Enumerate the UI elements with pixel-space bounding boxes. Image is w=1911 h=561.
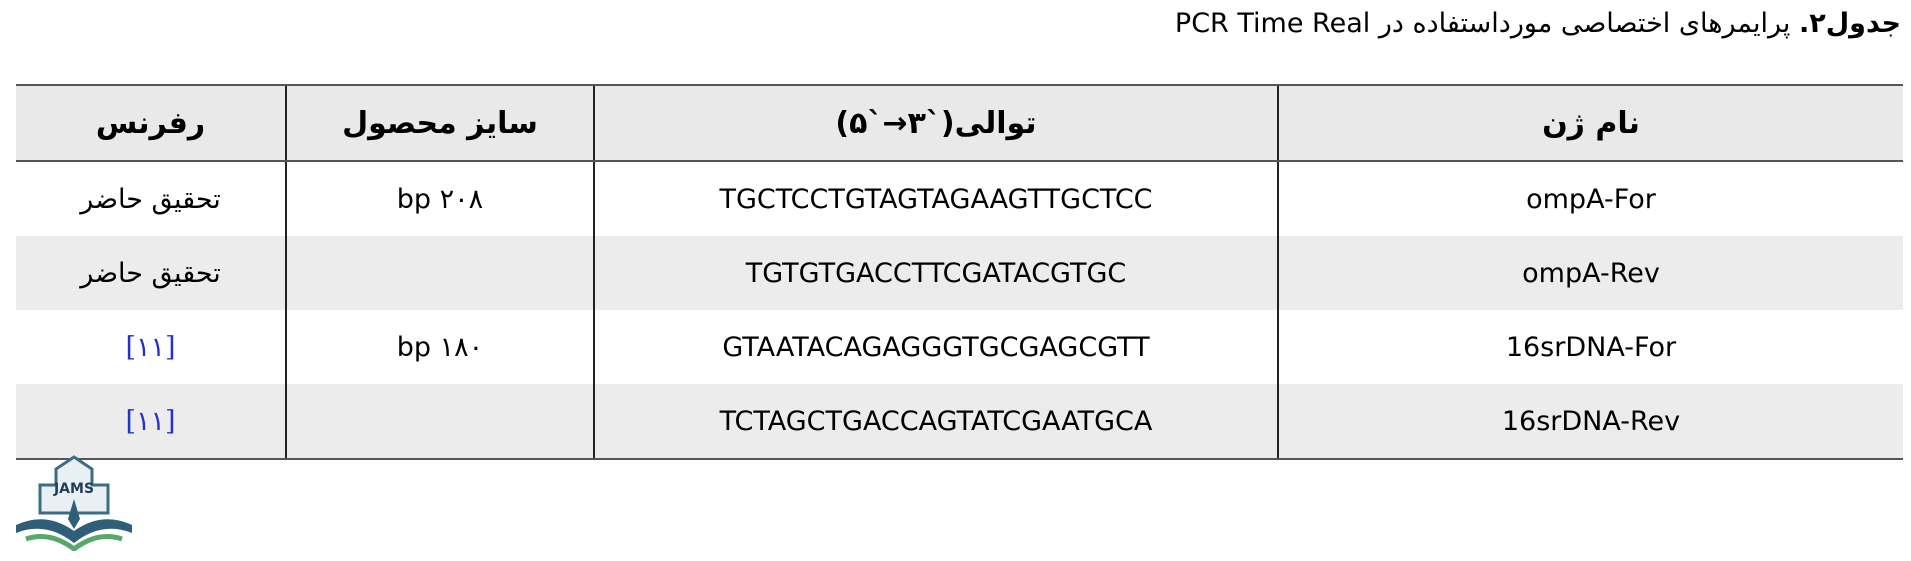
reference[interactable]: [۱۱] (125, 331, 176, 363)
table-row: ompA-Rev TGTGTGACCTTCGATACGTGC تحقیق حاضر (16, 236, 1903, 310)
gene-name: 16srDNA-Rev (1501, 405, 1681, 437)
reference[interactable]: [۱۱] (125, 405, 176, 437)
product-size: ۲۰۸ bp (396, 183, 484, 215)
cell: TCTAGCTGACCAGTATCGAATGCA (594, 384, 1279, 460)
table-row: ompA-For TGCTCCTGTAGTAGAAGTTGCTCC ۲۰۸ bp تح… (16, 161, 1903, 236)
cell: تحقیق حاضر (16, 161, 287, 236)
table-caption: جدول۲. پرایمرهای اختصاصی مورداستفاده در … (1175, 8, 1901, 39)
cell: TGCTCCTGTAGTAGAAGTTGCTCC (594, 161, 1279, 236)
journal-logo: JAMS (16, 455, 132, 551)
product-size: ۱۸۰ bp (396, 331, 484, 363)
cell: ۲۰۸ bp (286, 161, 595, 236)
cell: GTAATACAGAGGGTGCGAGCGTT (594, 310, 1279, 384)
reference: تحقیق حاضر (80, 183, 221, 215)
cell (286, 236, 595, 310)
header-row: نام ژن توالی(`۳→`۵) سایز محصول رفرنس (16, 84, 1903, 162)
header-cell: نام ژن (1278, 84, 1903, 162)
header-cell: سایز محصول (286, 84, 595, 162)
cell: 16srDNA-For (1278, 310, 1903, 384)
primer-sequence: TCTAGCTGACCAGTATCGAATGCA (719, 405, 1153, 437)
table-row: 16srDNA-Rev TCTAGCTGACCAGTATCGAATGCA [۱۱] (16, 384, 1903, 460)
gene-name: ompA-For (1526, 183, 1656, 215)
caption-label: جدول۲. (1798, 8, 1901, 39)
cell: ompA-Rev (1278, 236, 1903, 310)
cell: TGTGTGACCTTCGATACGTGC (594, 236, 1279, 310)
gene-name: ompA-Rev (1522, 257, 1660, 289)
cell: ompA-For (1278, 161, 1903, 236)
primer-table: نام ژن توالی(`۳→`۵) سایز محصول رفرنس ompA-F… (16, 84, 1903, 460)
cell: [۱۱] (16, 384, 287, 460)
cell: [۱۱] (16, 310, 287, 384)
cell: تحقیق حاضر (16, 236, 287, 310)
table-body: ompA-For TGCTCCTGTAGTAGAAGTTGCTCC ۲۰۸ bp تح… (16, 161, 1903, 460)
primer-sequence: TGTGTGACCTTCGATACGTGC (745, 257, 1127, 289)
cell: 16srDNA-Rev (1278, 384, 1903, 460)
cell (286, 384, 595, 460)
header-cell: توالی(`۳→`۵) (594, 84, 1279, 162)
table-row: 16srDNA-For GTAATACAGAGGGTGCGAGCGTT ۱۸۰ bp… (16, 310, 1903, 384)
primer-sequence: TGCTCCTGTAGTAGAAGTTGCTCC (719, 183, 1153, 215)
logo-text: JAMS (53, 481, 94, 497)
primer-sequence: GTAATACAGAGGGTGCGAGCGTT (722, 331, 1150, 363)
reference: تحقیق حاضر (80, 257, 221, 289)
gene-name: 16srDNA-For (1505, 331, 1677, 363)
caption-text: پرایمرهای اختصاصی مورداستفاده در PCR Tim… (1174, 8, 1791, 39)
cell: ۱۸۰ bp (286, 310, 595, 384)
header-cell: رفرنس (16, 84, 287, 162)
